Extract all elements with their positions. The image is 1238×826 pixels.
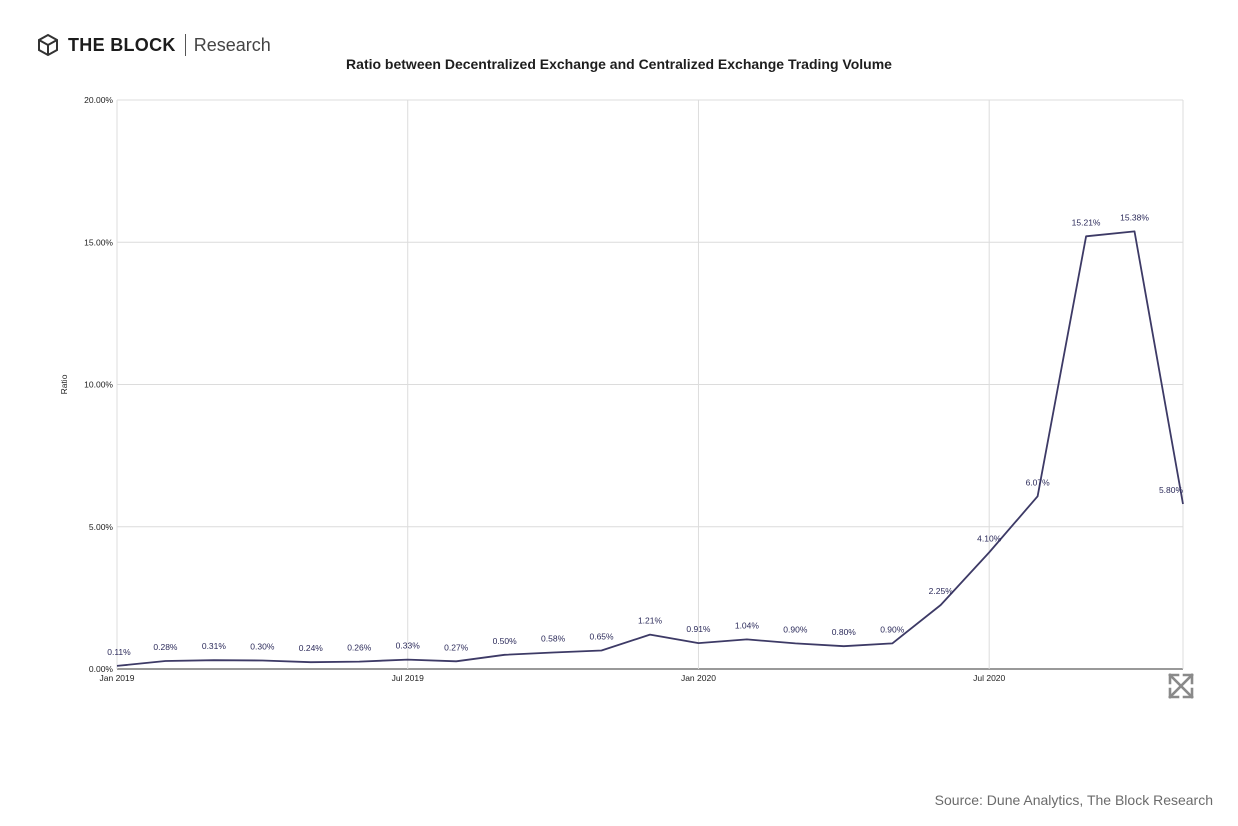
data-label: 5.80% [1159, 485, 1184, 495]
expand-button[interactable] [1166, 671, 1196, 701]
data-label: 0.24% [299, 643, 324, 653]
data-label: 15.38% [1120, 212, 1149, 222]
data-label: 1.21% [638, 616, 663, 626]
data-label: 15.21% [1072, 217, 1101, 227]
axes: 0.00% 5.00% 10.00% 15.00% 20.00% Jan 2019 Jul … [59, 95, 1006, 683]
source-note: Source: Dune Analytics, The Block Resear… [934, 792, 1213, 808]
data-label: 0.65% [589, 632, 614, 642]
series [116, 230, 1184, 667]
data-label: 0.11% [107, 647, 131, 657]
data-label: 0.30% [250, 641, 275, 651]
data-label: 0.33% [396, 641, 421, 651]
data-label: 0.28% [153, 642, 178, 652]
data-label: 0.27% [444, 642, 469, 652]
series-line [116, 230, 1184, 667]
data-label: 0.90% [783, 624, 808, 634]
x-tick-label: Jan 2019 [100, 673, 135, 683]
data-label: 0.58% [541, 633, 566, 643]
brand-divider [184, 34, 186, 56]
cube-logo-icon [38, 33, 58, 57]
data-label: 4.10% [977, 533, 1002, 543]
x-tick-label: Jan 2020 [681, 673, 716, 683]
chart-title: Ratio between Decentralized Exchange and… [346, 56, 892, 72]
data-label: 0.50% [493, 636, 518, 646]
data-label: 0.26% [347, 643, 372, 653]
data-label: 0.80% [832, 627, 857, 637]
logo: THE BLOCK Research [36, 32, 271, 58]
data-label: 2.25% [929, 586, 954, 596]
x-tick-label: Jul 2019 [392, 673, 424, 683]
expand-arrows-icon[interactable] [1168, 673, 1194, 699]
x-tick-label: Jul 2020 [973, 673, 1005, 683]
y-tick-label: 20.00% [84, 95, 113, 105]
y-tick-label: 10.00% [84, 380, 113, 390]
brand-subtitle: Research [193, 34, 271, 55]
data-label: 1.04% [735, 620, 760, 630]
y-tick-label: 5.00% [89, 522, 114, 532]
data-label: 0.91% [686, 624, 711, 634]
grid [116, 99, 1184, 670]
data-label: 6.07% [1026, 477, 1051, 487]
data-label: 0.90% [880, 624, 905, 634]
data-label: 0.31% [202, 641, 227, 651]
data-labels: 0.11% 0.28% 0.31% 0.30% 0.24% 0.26% 0.33% 0.27%… [107, 212, 1183, 656]
brand-name: THE BLOCK [68, 34, 176, 55]
y-tick-label: 15.00% [84, 237, 113, 247]
y-axis-title: Ratio [59, 374, 69, 394]
y-tick-label: 0.00% [89, 664, 114, 674]
